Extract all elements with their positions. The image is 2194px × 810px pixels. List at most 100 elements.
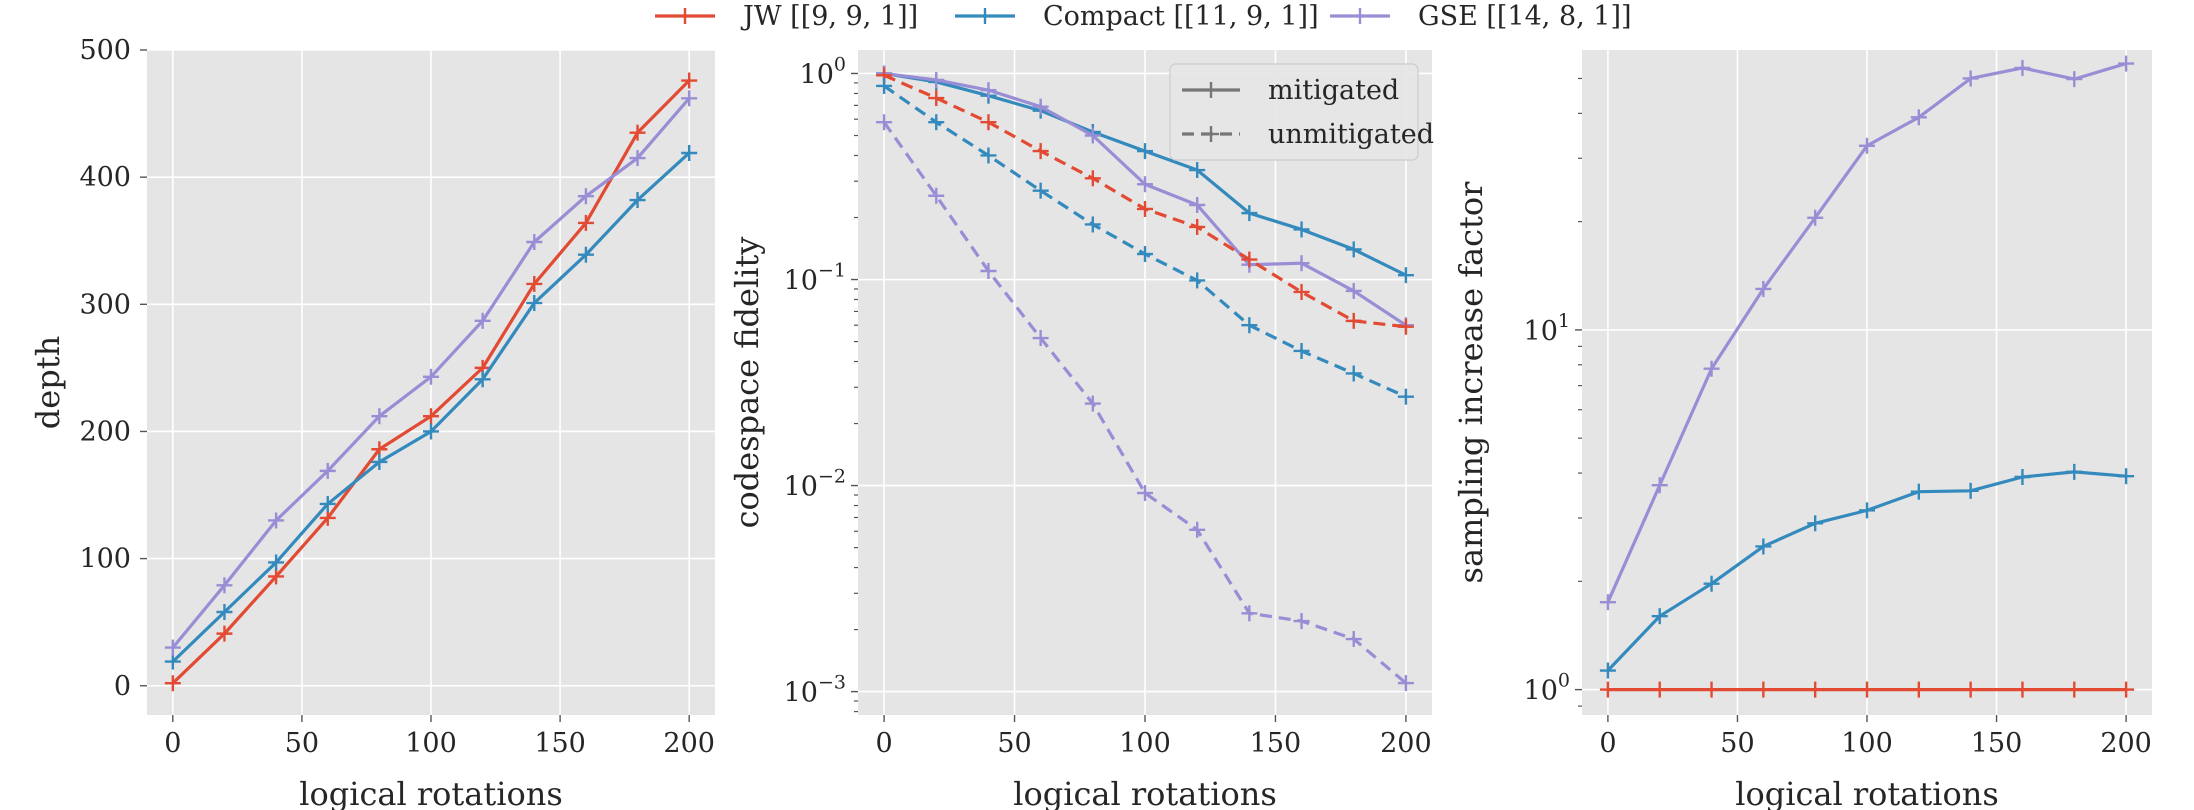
data-point	[1962, 482, 1979, 499]
data-point	[1962, 70, 1979, 87]
legend-label: GSE [[14, 8, 1]]	[1418, 1, 1632, 32]
data-point	[1084, 127, 1101, 144]
data-point	[164, 675, 181, 692]
data-point	[1859, 502, 1875, 519]
series-jw-dashed	[876, 67, 1414, 335]
legend-entry-compact: Compact [[11, 9, 1]]	[955, 1, 1319, 32]
data-point	[1859, 681, 1875, 698]
data-point	[1241, 251, 1258, 268]
data-point	[928, 71, 945, 88]
data-point	[1859, 137, 1875, 154]
y-axis-label: codespace fidelity	[728, 237, 766, 529]
y-tick-label: 400	[79, 162, 131, 193]
x-tick-label: 200	[1380, 728, 1432, 759]
x-tick-label: 200	[2100, 728, 2152, 759]
data-point	[1137, 200, 1153, 217]
x-tick-label: 50	[1720, 728, 1754, 759]
legend-marker	[1203, 126, 1219, 142]
legend-marker	[677, 8, 693, 24]
data-point	[1910, 483, 1927, 500]
data-point	[1189, 521, 1206, 538]
x-tick-label: 0	[875, 728, 892, 759]
data-point	[319, 462, 336, 479]
data-point	[876, 114, 893, 131]
y-tick-label: 10−3	[784, 672, 846, 709]
y-tick-label: 0	[114, 671, 131, 702]
data-point	[681, 90, 698, 107]
data-point	[1032, 98, 1049, 115]
data-point	[1189, 196, 1206, 213]
y-tick-label: 200	[79, 416, 131, 447]
data-point	[1345, 365, 1362, 382]
data-point	[1651, 608, 1668, 625]
data-point	[1807, 209, 1824, 226]
legend-label-mitigated: mitigated	[1268, 75, 1399, 106]
y-tick-label: 10−2	[784, 466, 846, 503]
data-point	[1807, 681, 1824, 698]
legend-label: Compact [[11, 9, 1]]	[1043, 1, 1319, 32]
data-point	[577, 246, 594, 263]
data-point	[423, 423, 439, 440]
data-point	[1807, 515, 1824, 532]
y-tick-label: 500	[79, 35, 131, 66]
data-point	[2118, 468, 2135, 485]
y-tick-label: 100	[1524, 670, 1570, 707]
data-point	[474, 371, 491, 388]
data-point	[2066, 463, 2083, 480]
data-point	[1345, 631, 1362, 648]
data-point	[577, 188, 594, 205]
data-point	[1189, 162, 1206, 179]
data-point	[1910, 681, 1927, 698]
data-point	[319, 509, 336, 526]
x-tick-label: 50	[285, 728, 319, 759]
data-point	[1397, 267, 1414, 284]
data-point	[1703, 681, 1720, 698]
x-tick-label: 150	[534, 728, 586, 759]
series-gse-solid	[1599, 55, 2135, 611]
data-point	[1032, 330, 1049, 347]
linestyle-legend: mitigated unmitigated	[1169, 63, 1434, 161]
data-point	[980, 262, 997, 279]
data-point	[2014, 59, 2031, 76]
data-point	[371, 453, 388, 470]
data-point	[1345, 282, 1362, 299]
data-point	[1397, 675, 1414, 692]
data-point	[526, 295, 543, 312]
data-point	[1703, 575, 1720, 592]
data-point	[268, 568, 285, 585]
data-point	[319, 495, 336, 512]
data-point	[980, 114, 997, 131]
y-tick-label: 100	[800, 53, 846, 90]
data-point	[1397, 388, 1414, 405]
y-axis-label: sampling increase factor	[1452, 181, 1490, 584]
data-point	[1651, 477, 1668, 494]
data-point	[1703, 360, 1720, 377]
data-point	[216, 577, 233, 594]
x-tick-label: 200	[663, 728, 715, 759]
series-legend: JW [[9, 9, 1]] Compact [[11, 9, 1]] GSE [[…	[655, 1, 1632, 32]
x-tick-label: 150	[1250, 728, 1302, 759]
data-point	[928, 187, 945, 204]
data-point	[928, 114, 945, 131]
depth-panel: 0 50 100 150 200 0 100 200 300 400 500 logical rota…	[29, 35, 715, 810]
data-point	[1137, 246, 1153, 263]
data-point	[1084, 170, 1101, 187]
x-tick-label: 0	[164, 728, 181, 759]
fidelity-panel: 0 50 100 150 200 10−3 10−2 10−1 100 logical rotat…	[728, 50, 1434, 810]
y-tick-label: 10−1	[784, 260, 846, 297]
series-compact-solid	[1599, 463, 2135, 679]
series-compact-solid	[164, 144, 698, 670]
y-tick-label: 101	[1524, 310, 1570, 347]
data-point	[1189, 272, 1206, 289]
data-point	[1241, 605, 1258, 622]
data-point	[1084, 216, 1101, 233]
data-point	[1032, 182, 1049, 199]
legend-marker	[977, 8, 993, 24]
x-tick-label: 50	[997, 728, 1031, 759]
data-point	[1293, 283, 1310, 300]
data-point	[216, 604, 233, 621]
data-point	[980, 147, 997, 164]
data-point	[1599, 662, 1616, 679]
data-point	[474, 312, 491, 329]
data-point	[681, 144, 698, 161]
